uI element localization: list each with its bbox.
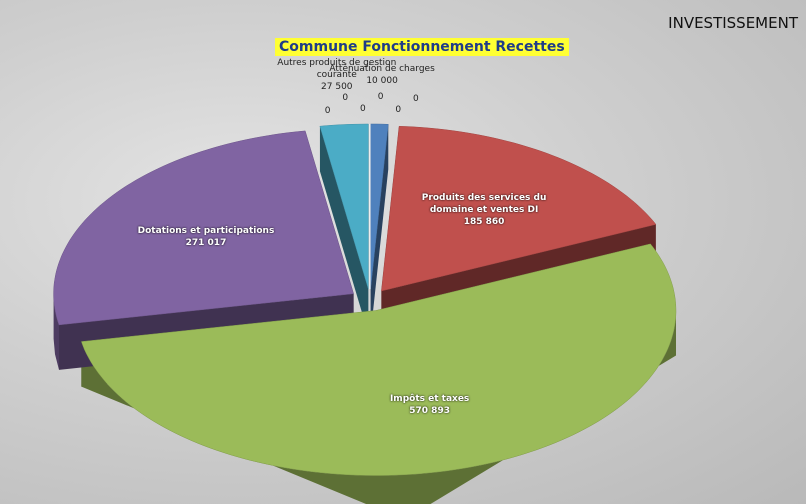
value-label: 0 [360, 104, 366, 115]
category-label: Produits des services du domaine et vent… [421, 192, 547, 215]
slice-label: Dotations et participations 271 017 [138, 225, 275, 249]
slice-label: 0 [378, 91, 384, 103]
value-label: 0 [413, 93, 419, 104]
value-label: 0 [324, 105, 331, 116]
category-label: Impôts et taxes [389, 393, 470, 404]
value-label: 0 [395, 104, 402, 115]
slice [81, 243, 677, 476]
slice-label: 0 [325, 105, 331, 117]
slice [319, 123, 369, 290]
slice-side [53, 293, 59, 370]
value-label: 0 [342, 92, 349, 103]
value-label: 570 893 [409, 405, 450, 416]
slice-edge [370, 124, 389, 335]
slice-label: 0 [413, 93, 419, 105]
slice-label: 0 [342, 92, 348, 104]
slice-label: 0 [395, 104, 401, 116]
slice-label: Impôts et taxes 570 893 [390, 393, 469, 417]
slice-label: Produits des services du domaine et vent… [414, 192, 554, 228]
value-label: 271 017 [185, 238, 227, 249]
slice [53, 130, 354, 326]
category-label: Dotations et participations [137, 226, 275, 237]
value-label: 185 860 [463, 216, 505, 227]
slice [370, 123, 389, 290]
chart-title: Commune Fonctionnement Recettes [275, 38, 569, 56]
slice-label: Atténuation de charges 10 000 [329, 63, 434, 87]
category-label: Autres produits de gestion courante [277, 58, 397, 81]
slice-label: 0 [360, 103, 366, 115]
value-label: 10 000 [366, 75, 398, 86]
value-label: 0 [377, 92, 384, 103]
category-label: Atténuation de charges [329, 63, 435, 74]
slice-edge [319, 126, 369, 335]
banner: INVESTISSEMENT [668, 14, 798, 32]
slice [381, 126, 657, 292]
value-label: 27 500 [321, 82, 353, 93]
slice-label: Autres produits de gestion courante 27 50… [267, 57, 407, 93]
